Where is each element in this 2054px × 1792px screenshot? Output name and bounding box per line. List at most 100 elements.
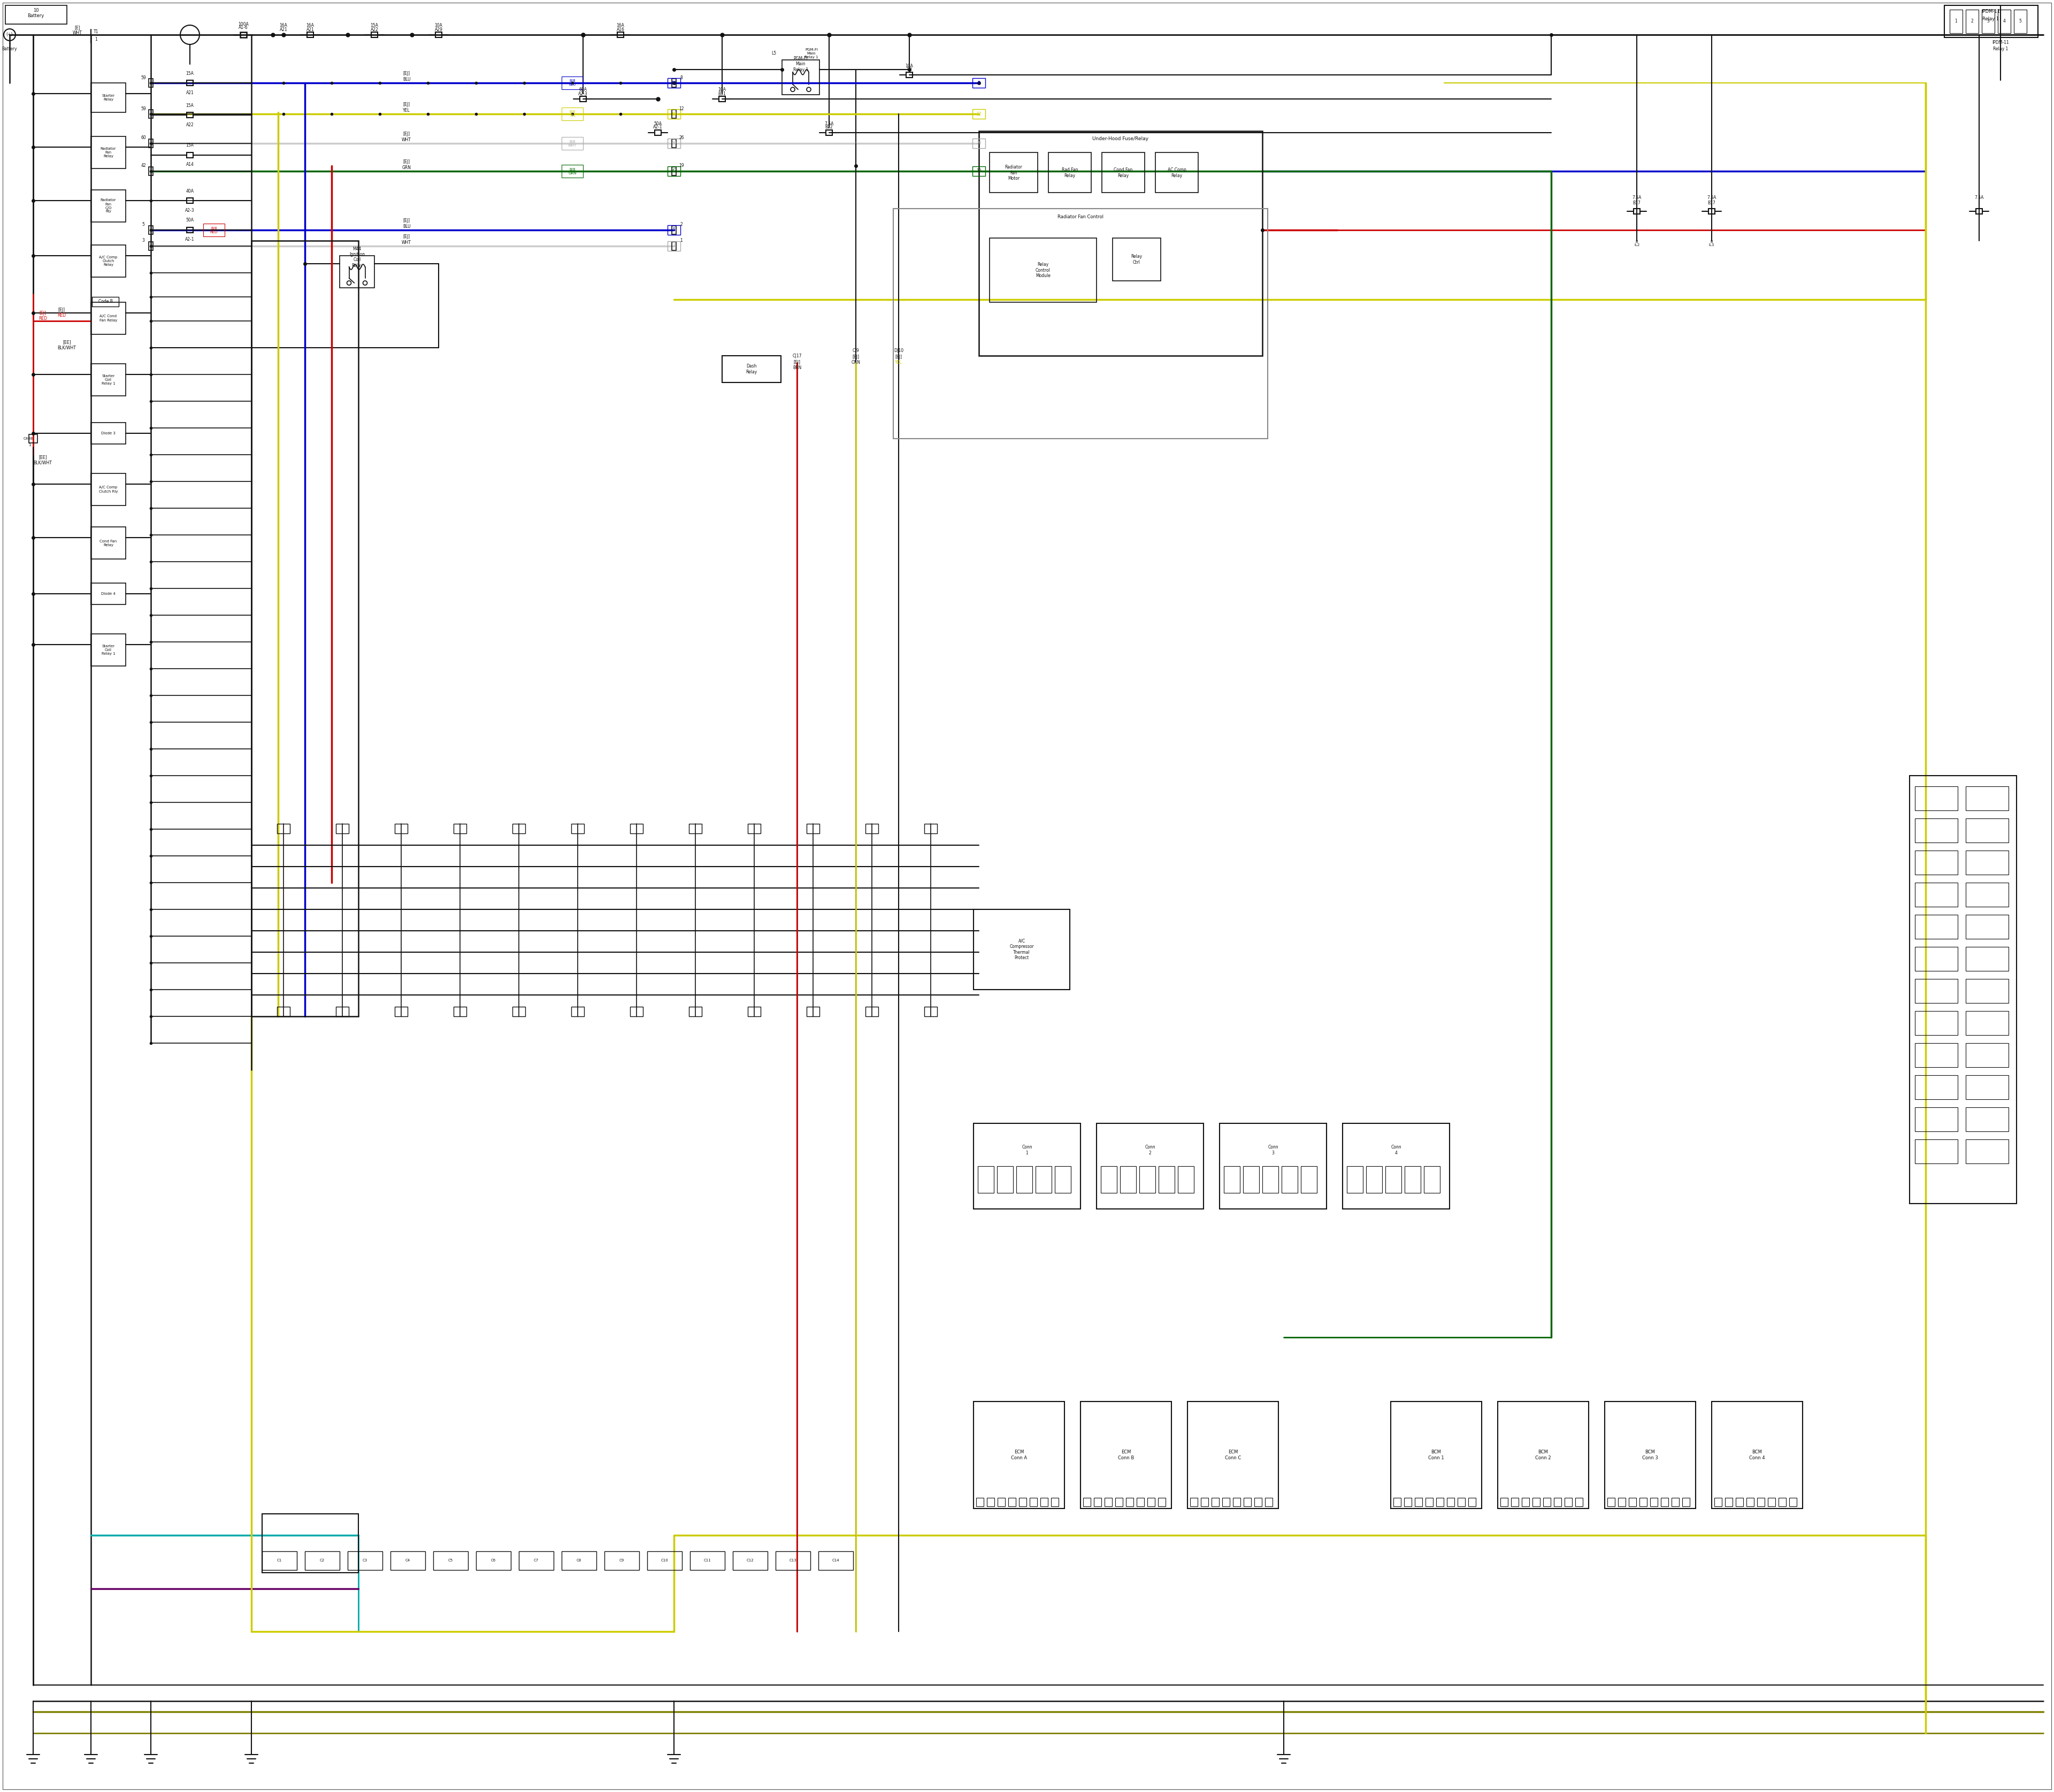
- Bar: [1265, 1498, 1273, 1507]
- Bar: [1512, 1498, 1518, 1507]
- Bar: [454, 1007, 466, 1016]
- Bar: [1945, 5, 2038, 38]
- Text: Starter
Coil
Relay 1: Starter Coil Relay 1: [101, 645, 115, 656]
- Bar: [1243, 1167, 1259, 1193]
- Bar: [1914, 1140, 1957, 1163]
- Text: C|9: C|9: [852, 348, 859, 353]
- Bar: [1966, 9, 1978, 34]
- Text: A2-1: A2-1: [653, 125, 663, 129]
- Bar: [1682, 1498, 1690, 1507]
- Text: [EJ]
GRN: [EJ] GRN: [403, 159, 411, 170]
- Bar: [1633, 208, 1639, 213]
- Bar: [1189, 1498, 1197, 1507]
- Text: Conn
2: Conn 2: [1144, 1145, 1154, 1156]
- Text: Conn
3: Conn 3: [1267, 1145, 1278, 1156]
- Text: C5: C5: [448, 1559, 452, 1563]
- Text: BCM
Conn 4: BCM Conn 4: [1750, 1450, 1764, 1460]
- Bar: [561, 136, 583, 151]
- Bar: [347, 1552, 382, 1570]
- Text: T1: T1: [94, 30, 99, 34]
- Bar: [1095, 1498, 1101, 1507]
- Bar: [1436, 1498, 1444, 1507]
- Bar: [1966, 1075, 2009, 1098]
- Text: A/C
Compressor
Thermal
Protect: A/C Compressor Thermal Protect: [1009, 939, 1033, 961]
- Text: BRN: BRN: [793, 366, 801, 371]
- Text: 15A: 15A: [187, 72, 193, 75]
- Bar: [561, 165, 583, 177]
- Bar: [148, 109, 152, 118]
- Text: A2-3: A2-3: [185, 208, 195, 213]
- Bar: [1391, 1401, 1481, 1509]
- Text: Under-Hood Fuse/Relay: Under-Hood Fuse/Relay: [1093, 136, 1148, 142]
- Text: [EE]: [EE]: [39, 455, 47, 461]
- Text: C408: C408: [23, 437, 33, 441]
- Text: PGM-FI
Main
Relay 1: PGM-FI Main Relay 1: [793, 56, 809, 72]
- Bar: [511, 824, 526, 833]
- Bar: [1082, 1498, 1091, 1507]
- Text: RED: RED: [58, 314, 66, 317]
- Bar: [433, 1552, 468, 1570]
- Text: [EJ]: [EJ]: [39, 310, 47, 315]
- Text: A1-6: A1-6: [238, 25, 249, 30]
- Text: C10: C10: [661, 1559, 668, 1563]
- Bar: [394, 1007, 407, 1016]
- Text: A21: A21: [279, 27, 288, 32]
- Bar: [1202, 1498, 1208, 1507]
- Text: B
IL3: B IL3: [1709, 240, 1715, 247]
- Bar: [29, 434, 37, 443]
- Bar: [998, 1498, 1004, 1507]
- Bar: [1746, 1498, 1754, 1507]
- Bar: [1914, 1043, 1957, 1068]
- Bar: [561, 77, 583, 90]
- Bar: [1220, 1124, 1327, 1210]
- Bar: [90, 136, 125, 168]
- Text: B/8
GRN: B/8 GRN: [569, 168, 577, 174]
- Bar: [1243, 1498, 1251, 1507]
- Bar: [187, 152, 193, 158]
- Text: 19: 19: [680, 163, 684, 168]
- Bar: [1565, 1498, 1571, 1507]
- Bar: [1158, 1167, 1175, 1193]
- Text: 19: 19: [976, 168, 982, 174]
- Bar: [90, 634, 125, 667]
- Bar: [511, 1007, 526, 1016]
- Bar: [92, 297, 119, 306]
- Bar: [668, 138, 680, 149]
- Text: Rad Fan
Relay: Rad Fan Relay: [1062, 168, 1078, 177]
- Bar: [1113, 238, 1161, 281]
- Bar: [1966, 914, 2009, 939]
- Text: 1: 1: [29, 443, 31, 446]
- Text: Relay
Ctrl: Relay Ctrl: [1132, 254, 1142, 265]
- Text: Radiator
Fan
Motor: Radiator Fan Motor: [1004, 165, 1023, 181]
- Bar: [1423, 1167, 1440, 1193]
- Text: 7.5A: 7.5A: [1974, 195, 1984, 201]
- Text: B31: B31: [719, 91, 725, 97]
- Text: RED: RED: [39, 315, 47, 321]
- Bar: [1469, 1498, 1475, 1507]
- Bar: [1115, 1498, 1124, 1507]
- Bar: [394, 824, 407, 833]
- Text: A22: A22: [370, 27, 378, 32]
- Bar: [618, 32, 624, 38]
- Text: C2: C2: [320, 1559, 325, 1563]
- Bar: [826, 131, 832, 136]
- Text: C8: C8: [577, 1559, 581, 1563]
- Bar: [1105, 1498, 1111, 1507]
- Bar: [807, 824, 820, 833]
- Bar: [1224, 1167, 1241, 1193]
- Bar: [1976, 208, 1982, 213]
- Bar: [631, 824, 643, 833]
- Bar: [520, 1552, 555, 1570]
- Text: 26: 26: [976, 142, 982, 145]
- Bar: [1709, 208, 1715, 213]
- Text: C6: C6: [491, 1559, 495, 1563]
- Text: B/8
WHT: B/8 WHT: [569, 140, 577, 147]
- Text: Diode 4: Diode 4: [101, 591, 115, 595]
- Bar: [723, 357, 781, 382]
- Text: M44: M44: [353, 247, 362, 251]
- Text: [EJ]
WHT: [EJ] WHT: [403, 235, 411, 246]
- Bar: [1914, 787, 1957, 810]
- Bar: [1725, 1498, 1732, 1507]
- Text: 3: 3: [672, 244, 676, 249]
- Bar: [1126, 1498, 1134, 1507]
